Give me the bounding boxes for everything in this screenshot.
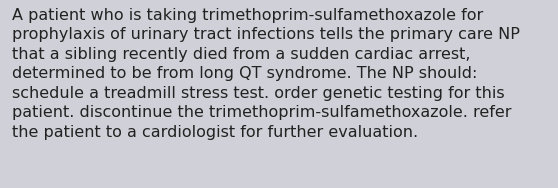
Text: A patient who is taking trimethoprim-sulfamethoxazole for
prophylaxis of urinary: A patient who is taking trimethoprim-sul… <box>12 8 520 140</box>
